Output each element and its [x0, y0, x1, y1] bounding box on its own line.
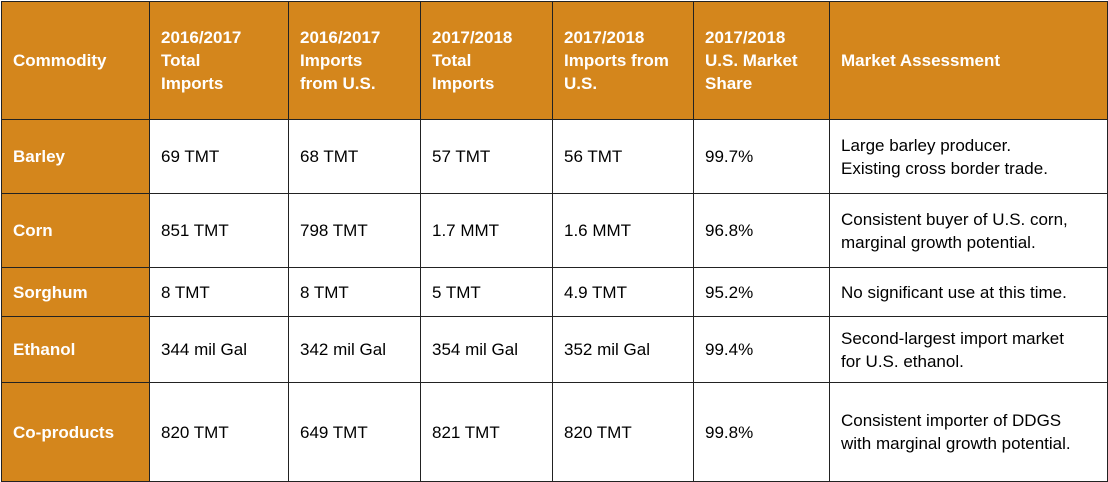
- commodity-cell: Barley: [1, 119, 150, 194]
- header-2017-2018-us-market-share: 2017/2018 U.S. Market Share: [693, 1, 830, 120]
- us-imports-2017-2018-cell: 1.6 MMT: [552, 193, 694, 268]
- header-2017-2018-imports-from-us: 2017/2018 Imports from U.S.: [552, 1, 694, 120]
- total-imports-2017-2018-cell: 1.7 MMT: [420, 193, 553, 268]
- us-imports-2017-2018-cell: 352 mil Gal: [552, 316, 694, 383]
- us-imports-2017-2018-cell: 56 TMT: [552, 119, 694, 194]
- us-imports-2017-2018-cell: 820 TMT: [552, 382, 694, 482]
- market-assessment-cell: Second-largest import market for U.S. et…: [829, 316, 1108, 383]
- table-row-corn: Corn 851 TMT 798 TMT 1.7 MMT 1.6 MMT 96.…: [1, 193, 1108, 268]
- table-row-sorghum: Sorghum 8 TMT 8 TMT 5 TMT 4.9 TMT 95.2% …: [1, 267, 1108, 317]
- header-2017-2018-total-imports: 2017/2018 Total Imports: [420, 1, 553, 120]
- header-2016-2017-total-imports: 2016/2017 Total Imports: [149, 1, 289, 120]
- total-imports-2017-2018-cell: 5 TMT: [420, 267, 553, 317]
- us-market-share-cell: 95.2%: [693, 267, 830, 317]
- header-2016-2017-imports-from-us: 2016/2017 Imports from U.S.: [288, 1, 421, 120]
- us-imports-2016-2017-cell: 649 TMT: [288, 382, 421, 482]
- market-assessment-cell: Consistent buyer of U.S. corn, marginal …: [829, 193, 1108, 268]
- total-imports-2016-2017-cell: 69 TMT: [149, 119, 289, 194]
- table-row-barley: Barley 69 TMT 68 TMT 57 TMT 56 TMT 99.7%…: [1, 119, 1108, 194]
- us-market-share-cell: 99.7%: [693, 119, 830, 194]
- total-imports-2017-2018-cell: 354 mil Gal: [420, 316, 553, 383]
- header-row: Commodity 2016/2017 Total Imports 2016/2…: [1, 1, 1108, 120]
- market-assessment-cell: No significant use at this time.: [829, 267, 1108, 317]
- table-row-ethanol: Ethanol 344 mil Gal 342 mil Gal 354 mil …: [1, 316, 1108, 383]
- us-market-share-cell: 99.8%: [693, 382, 830, 482]
- total-imports-2017-2018-cell: 821 TMT: [420, 382, 553, 482]
- commodity-cell: Corn: [1, 193, 150, 268]
- market-assessment-cell: Consistent importer of DDGS with margina…: [829, 382, 1108, 482]
- us-market-share-cell: 96.8%: [693, 193, 830, 268]
- market-assessment-cell: Large barley producer. Existing cross bo…: [829, 119, 1108, 194]
- us-imports-2016-2017-cell: 8 TMT: [288, 267, 421, 317]
- us-imports-2017-2018-cell: 4.9 TMT: [552, 267, 694, 317]
- total-imports-2016-2017-cell: 851 TMT: [149, 193, 289, 268]
- us-market-share-cell: 99.4%: [693, 316, 830, 383]
- commodity-cell: Ethanol: [1, 316, 150, 383]
- commodity-cell: Co-products: [1, 382, 150, 482]
- header-market-assessment: Market Assessment: [829, 1, 1108, 120]
- us-imports-2016-2017-cell: 342 mil Gal: [288, 316, 421, 383]
- table-row-co-products: Co-products 820 TMT 649 TMT 821 TMT 820 …: [1, 382, 1108, 482]
- total-imports-2016-2017-cell: 8 TMT: [149, 267, 289, 317]
- us-imports-2016-2017-cell: 68 TMT: [288, 119, 421, 194]
- total-imports-2017-2018-cell: 57 TMT: [420, 119, 553, 194]
- header-commodity: Commodity: [1, 1, 150, 120]
- total-imports-2016-2017-cell: 820 TMT: [149, 382, 289, 482]
- total-imports-2016-2017-cell: 344 mil Gal: [149, 316, 289, 383]
- commodity-cell: Sorghum: [1, 267, 150, 317]
- us-imports-2016-2017-cell: 798 TMT: [288, 193, 421, 268]
